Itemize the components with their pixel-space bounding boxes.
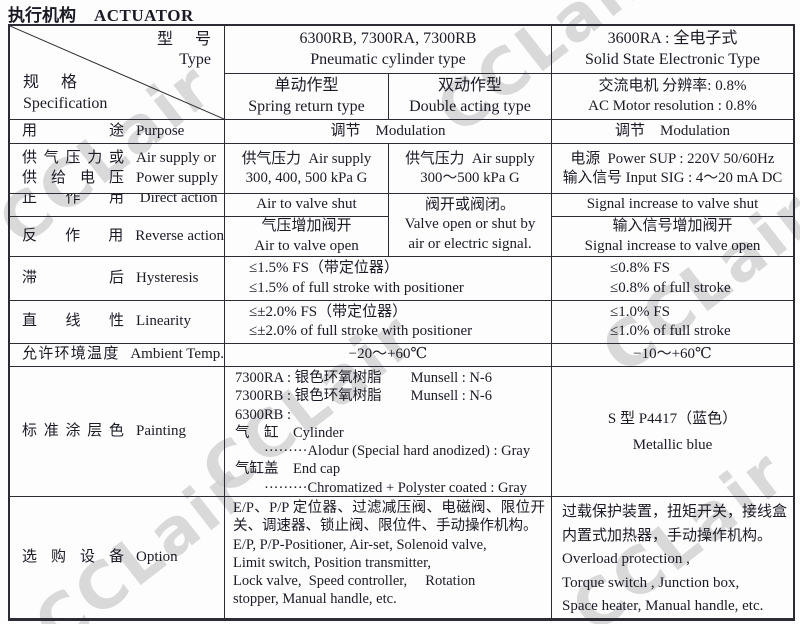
pneumatic-header: 6300RB, 7300RA, 7300RB Pneumatic cylinde… bbox=[225, 26, 552, 74]
ambient-electronic-value: −10～+60℃ bbox=[552, 344, 793, 367]
purpose-label-en: Purpose bbox=[136, 122, 185, 139]
purpose-label: 用途 Purpose bbox=[10, 120, 225, 144]
diagonal-line bbox=[10, 26, 224, 119]
ambient-temp-label-en: Ambient Temp. bbox=[130, 346, 224, 363]
option-label-zh: 选购设备 bbox=[22, 549, 124, 566]
page-title-en: ACTUATOR bbox=[94, 6, 194, 25]
double-acting-en: Double acting type bbox=[409, 97, 531, 115]
resolution-en: AC Motor resolution : 0.8% bbox=[588, 97, 757, 114]
painting-label: 标准涂层色 Painting bbox=[10, 367, 225, 497]
corner-spec: 规 格 Specification bbox=[23, 73, 107, 114]
linearity-pneumatic-value: ≤±2.0% FS（带定位器） ≤±2.0% of full stroke wi… bbox=[225, 301, 552, 344]
spec-table: 型 号 Type 规 格 Specification 6300RB, 7300R… bbox=[8, 24, 795, 621]
direct-electronic-value: Signal increase to valve shut bbox=[552, 194, 793, 217]
linearity-label-zh: 直线性 bbox=[22, 313, 124, 330]
pneumatic-models: 6300RB, 7300RA, 7300RB bbox=[299, 30, 477, 48]
double-acting-header: 双动作型 Double acting type bbox=[389, 74, 552, 120]
electronic-header: 3600RA : 全电子式 Solid State Electronic Typ… bbox=[552, 26, 793, 74]
direct-spring-value: Air to valve shut bbox=[225, 194, 389, 217]
valve-note-value: 阀开或阀闭。 Valve open or shut by air or elec… bbox=[389, 194, 552, 257]
hysteresis-label-zh: 滞后 bbox=[22, 269, 124, 286]
spring-return-en: Spring return type bbox=[248, 97, 365, 115]
option-electronic-value: 过载保护装置，扭矩开关，接线盒 内置式加热器，手动操作机构。 Overload … bbox=[562, 504, 788, 614]
painting-label-zh: 标准涂层色 bbox=[22, 422, 124, 439]
direct-action-label: 正作用 Direct action bbox=[10, 194, 225, 217]
page-title: 执行机构 ACTUATOR bbox=[8, 1, 194, 26]
electronic-type-name: Solid State Electronic Type bbox=[585, 50, 760, 68]
option-label-en: Option bbox=[136, 549, 178, 566]
corner-type-en: Type bbox=[179, 51, 211, 69]
pneumatic-type-name: Pneumatic cylinder type bbox=[310, 50, 466, 68]
option-pneumatic-value: E/P、P/P 定位器、过滤减压阀、电磁阀、限位开关、调速器、锁止阀、限位件、手… bbox=[225, 497, 552, 619]
painting-pneumatic-value: 7300RA : 银色环氧树脂 Munsell : N-6 7300RB : 银… bbox=[225, 367, 552, 497]
linearity-label: 直线性 Linearity bbox=[10, 301, 225, 344]
reverse-electronic-value: 输入信号增加阀开 Signal increase to valve open bbox=[552, 217, 793, 257]
painting-electronic-value: S 型 P4417（蓝色） Metallic blue bbox=[552, 367, 793, 497]
resolution-zh: 交流电机 分辨率: 0.8% bbox=[598, 78, 747, 95]
electronic-models: 3600RA : 全电子式 bbox=[607, 30, 738, 48]
air-supply-label-en2: Power supply bbox=[136, 169, 219, 186]
power-supply-electronic-value: 电源 Power SUP : 220V 50/60Hz 输入信号 Input S… bbox=[552, 144, 793, 194]
direct-action-label-zh: 正作用 bbox=[22, 194, 124, 207]
air-supply-spring-value: 供气压力 Air supply 300, 400, 500 kPa G bbox=[225, 144, 389, 194]
air-supply-double-value: 供气压力 Air supply 300～500 kPa G bbox=[389, 144, 552, 194]
hysteresis-pneumatic-value: ≤1.5% FS（带定位器） ≤1.5% of full stroke with… bbox=[225, 257, 552, 301]
page-title-zh: 执行机构 bbox=[8, 6, 76, 25]
corner-type-zh: 型 号 bbox=[157, 31, 211, 48]
purpose-electronic-value: 调节 Modulation bbox=[552, 120, 793, 144]
hysteresis-label: 滞后 Hysteresis bbox=[10, 257, 225, 301]
hysteresis-electronic-value: ≤0.8% FS ≤0.8% of full stroke bbox=[552, 257, 793, 301]
corner-spec-en: Specification bbox=[23, 94, 108, 112]
option-pneumatic-en: E/P, P/P-Positioner, Air-set, Solenoid v… bbox=[233, 536, 487, 608]
option-label: 选购设备 Option bbox=[10, 497, 225, 619]
reverse-spring-value: 气压增加阀开 Air to valve open bbox=[225, 217, 389, 257]
linearity-label-en: Linearity bbox=[136, 313, 191, 330]
air-supply-label-zh2: 供给电压 bbox=[22, 169, 124, 186]
spring-return-zh: 单动作型 bbox=[274, 77, 339, 95]
reverse-action-label-zh: 反作用 bbox=[22, 227, 124, 244]
reverse-action-label: 反作用 Reverse action bbox=[10, 217, 225, 257]
ambient-pneumatic-value: −20～+60℃ bbox=[225, 344, 552, 367]
ambient-temp-label: 允许环境温度 Ambient Temp. bbox=[10, 344, 225, 367]
corner-spec-zh: 规 格 bbox=[23, 74, 77, 92]
corner-cell: 型 号 Type 规 格 Specification bbox=[10, 26, 225, 120]
double-acting-zh: 双动作型 bbox=[437, 77, 502, 95]
painting-label-en: Painting bbox=[136, 422, 187, 439]
air-supply-label: 供气压力或 Air supply or 供给电压 Power supply bbox=[10, 144, 225, 194]
air-supply-label-en1: Air supply or bbox=[136, 150, 216, 167]
corner-type: 型 号 Type bbox=[157, 30, 211, 71]
reverse-action-label-en: Reverse action bbox=[135, 227, 224, 244]
hysteresis-label-en: Hysteresis bbox=[136, 269, 199, 286]
direct-action-label-en: Direct action bbox=[139, 194, 218, 207]
option-pneumatic-zh: E/P、P/P 定位器、过滤减压阀、电磁阀、限位开关、调速器、锁止阀、限位件、手… bbox=[233, 500, 545, 535]
purpose-label-zh: 用途 bbox=[22, 122, 124, 139]
purpose-pneumatic-value: 调节 Modulation bbox=[225, 120, 552, 144]
spring-return-header: 单动作型 Spring return type bbox=[225, 74, 389, 120]
ambient-temp-label-zh: 允许环境温度 bbox=[22, 346, 119, 363]
linearity-electronic-value: ≤1.0% FS ≤1.0% of full stroke bbox=[552, 301, 793, 344]
resolution-header: 交流电机 分辨率: 0.8% AC Motor resolution : 0.8… bbox=[552, 74, 793, 120]
air-supply-label-zh1: 供气压力或 bbox=[22, 150, 124, 167]
